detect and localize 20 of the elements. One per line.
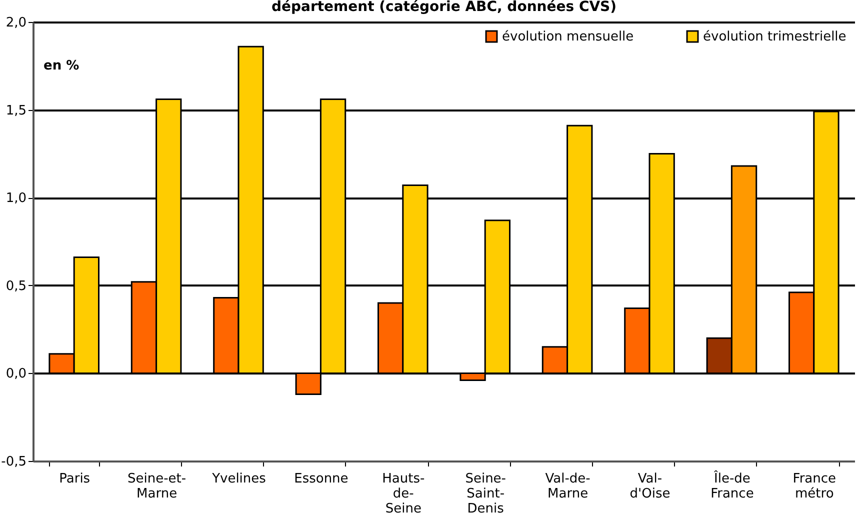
x-tick-label: France métro bbox=[792, 472, 836, 502]
y-tick-label: 0,0 bbox=[6, 366, 26, 382]
y-tick-label: 1,5 bbox=[6, 103, 26, 118]
x-tick-label: Yvelines bbox=[211, 472, 266, 486]
x-tick-label: Paris bbox=[59, 472, 90, 486]
x-tick-label: Seine-et- Marne bbox=[128, 472, 186, 502]
y-tick-label: 0,5 bbox=[6, 278, 26, 294]
x-tick-label: Hauts- de- Seine bbox=[382, 472, 425, 516]
y-tick-label: 2,0 bbox=[6, 16, 26, 30]
x-tick-label: Seine- Saint- Denis bbox=[465, 472, 506, 516]
x-tick-label: Val-de- Marne bbox=[545, 472, 591, 502]
legend-label: évolution trimestrielle bbox=[703, 30, 846, 45]
y-axis-title: en % bbox=[44, 58, 80, 74]
x-tick-label: Île-de France bbox=[710, 470, 754, 502]
legend-label: évolution mensuelle bbox=[502, 30, 634, 45]
y-tick-label: 1,0 bbox=[6, 191, 26, 206]
y-tick-label: -0,5 bbox=[1, 454, 26, 470]
chart-title: département (catégorie ABC, données CVS) bbox=[271, 0, 617, 15]
x-tick-label: Essonne bbox=[294, 472, 348, 486]
x-tick-label: Val- d'Oise bbox=[630, 472, 670, 502]
